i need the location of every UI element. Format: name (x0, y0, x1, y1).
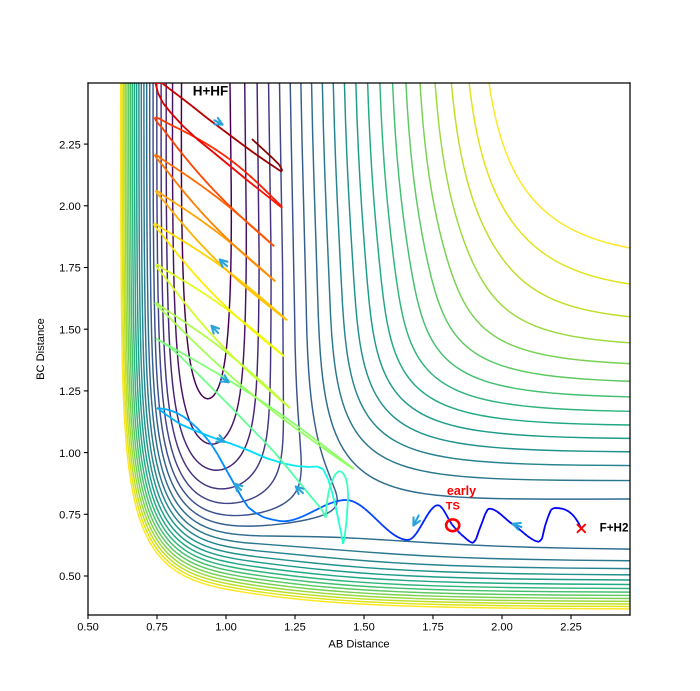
svg-text:1.50: 1.50 (59, 324, 81, 336)
svg-text:1.50: 1.50 (353, 622, 375, 634)
svg-text:F+H2: F+H2 (600, 521, 629, 534)
svg-text:AB Distance: AB Distance (328, 639, 389, 651)
svg-text:1.25: 1.25 (284, 622, 306, 634)
svg-text:early: early (447, 484, 476, 498)
svg-text:1.00: 1.00 (215, 622, 237, 634)
svg-text:1.75: 1.75 (422, 622, 444, 634)
svg-text:0.75: 0.75 (146, 622, 168, 634)
svg-text:2.25: 2.25 (59, 139, 81, 151)
svg-text:0.75: 0.75 (59, 510, 81, 522)
svg-text:2.00: 2.00 (491, 622, 513, 634)
svg-text:TS: TS (446, 500, 460, 512)
svg-text:1.75: 1.75 (59, 263, 81, 275)
svg-text:1.00: 1.00 (59, 448, 81, 460)
svg-text:1.25: 1.25 (59, 386, 81, 398)
svg-text:BC Distance: BC Distance (35, 318, 47, 380)
svg-text:2.25: 2.25 (560, 622, 582, 634)
svg-text:2.00: 2.00 (59, 201, 81, 213)
svg-text:0.50: 0.50 (59, 571, 81, 583)
svg-text:H+HF: H+HF (193, 84, 229, 99)
svg-text:0.50: 0.50 (77, 622, 99, 634)
